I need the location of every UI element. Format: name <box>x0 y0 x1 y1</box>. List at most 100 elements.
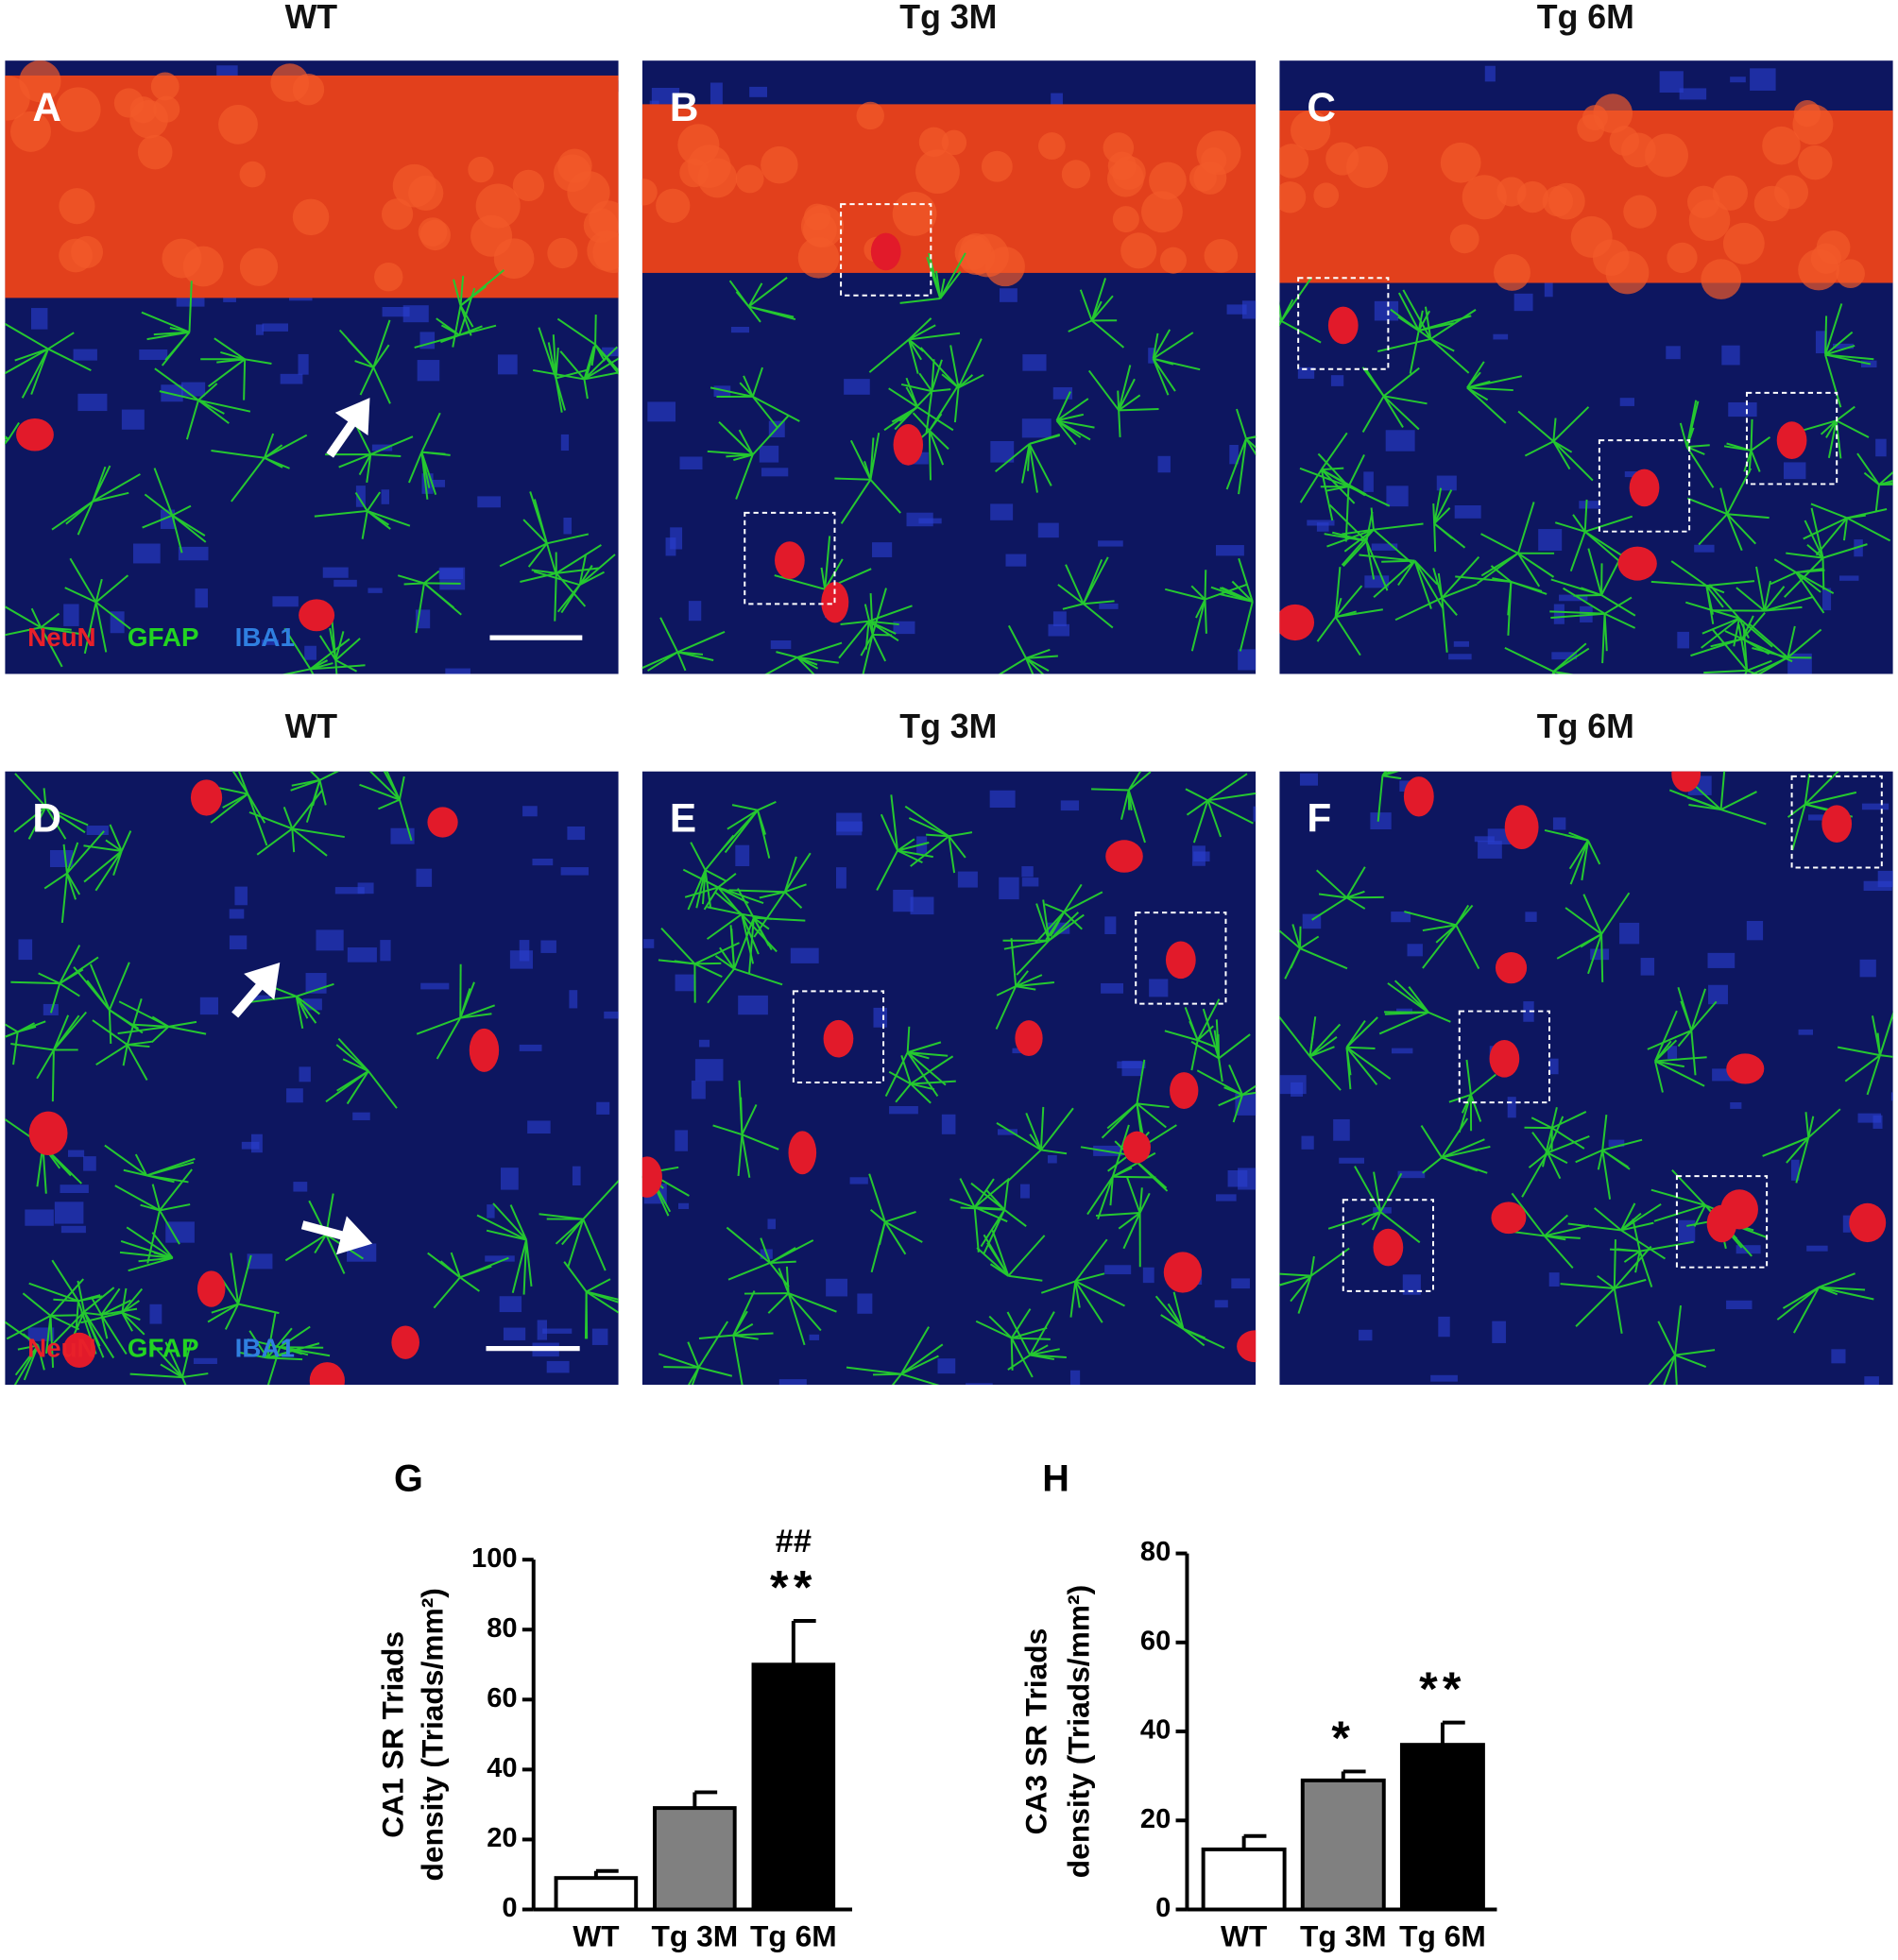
astrocyte-process <box>1552 440 1573 453</box>
astrocyte-process <box>753 916 806 922</box>
astrocyte-process <box>1795 1137 1810 1184</box>
astrocyte-process <box>1397 560 1416 587</box>
astrocyte-process <box>83 850 123 883</box>
astrocyte-process <box>767 1292 790 1314</box>
astrocyte-process <box>738 1080 744 1135</box>
astrocyte-process <box>247 995 297 1004</box>
roi-box <box>1598 439 1691 533</box>
astrocyte-process <box>747 282 763 308</box>
astrocyte-process <box>1654 1060 1705 1087</box>
microglia <box>1822 588 1832 611</box>
microglia <box>1678 1219 1696 1243</box>
microglia <box>1098 540 1123 547</box>
astrocyte-process <box>1764 596 1814 612</box>
astrocyte-process <box>310 664 366 671</box>
astrocyte-process <box>753 916 770 930</box>
microglia <box>1060 800 1080 811</box>
neuron <box>239 247 279 286</box>
astrocyte-process <box>1804 771 1839 806</box>
astrocyte-process <box>868 338 910 373</box>
astrocyte-process <box>1381 771 1393 777</box>
astrocyte-process <box>1241 1091 1257 1097</box>
astrocyte-process <box>1206 799 1223 838</box>
microglia <box>1552 817 1566 830</box>
nucleus <box>1165 941 1196 980</box>
astrocyte-process <box>707 968 735 1004</box>
nucleus <box>190 779 223 816</box>
neuron <box>1792 104 1834 145</box>
astrocyte-process <box>687 1341 700 1369</box>
astrocyte-process <box>433 1276 461 1309</box>
astrocyte-process <box>732 1322 754 1337</box>
astrocyte-process <box>1048 913 1085 942</box>
astrocyte-process <box>244 358 272 365</box>
astrocyte-process <box>928 252 942 299</box>
astrocyte-process <box>1034 911 1066 944</box>
astrocyte-process <box>105 839 123 852</box>
astrocyte-process <box>486 1229 527 1241</box>
microglia <box>522 806 538 817</box>
astrocyte-process <box>211 450 265 459</box>
astrocyte-process <box>1476 552 1519 585</box>
microglia <box>316 929 344 951</box>
astrocyte-process <box>59 945 81 984</box>
astrocyte-process <box>676 652 687 672</box>
astrocyte-process <box>159 390 199 401</box>
panel-letter: D <box>32 796 61 841</box>
roi-box <box>1745 391 1838 486</box>
astrocyte-process <box>127 1040 153 1047</box>
astrocyte-process <box>114 1185 161 1212</box>
astrocyte-process <box>1316 616 1337 642</box>
astrocyte-process <box>907 1051 949 1057</box>
microglia <box>698 1039 710 1048</box>
astrocyte-process <box>13 806 47 833</box>
microglia <box>347 947 377 963</box>
astrocyte-process <box>142 514 173 529</box>
panel-heading: Tg 3M <box>899 707 997 745</box>
astrocyte-process <box>1127 790 1146 844</box>
astrocyte-process <box>554 572 557 622</box>
chart-title: H <box>1042 1457 1069 1499</box>
astrocyte-process <box>733 453 753 462</box>
microglia <box>1037 522 1059 538</box>
astrocyte-process <box>869 432 881 480</box>
neuron <box>1722 222 1765 264</box>
astrocyte-process <box>120 830 132 852</box>
neuron <box>656 188 691 223</box>
astrocyte-process <box>104 1144 147 1177</box>
astrocyte-process <box>698 1334 734 1339</box>
microglia <box>542 1328 573 1334</box>
astrocyte-process <box>1741 612 1766 640</box>
microglia <box>30 308 48 330</box>
astrocyte-process <box>30 349 49 395</box>
astrocyte-process <box>134 1153 148 1176</box>
astrocyte-process <box>900 1326 930 1375</box>
panel-letter: B <box>670 85 699 129</box>
astrocyte-process <box>423 582 454 609</box>
nucleus <box>469 1028 500 1072</box>
astrocyte-process <box>247 793 268 846</box>
astrocyte-process <box>1345 1020 1366 1048</box>
nucleus <box>28 1111 68 1155</box>
astrocyte-process <box>726 1226 771 1264</box>
astrocyte-process <box>788 1292 837 1313</box>
astrocyte-process <box>1693 1204 1706 1227</box>
astrocyte-process <box>916 406 954 432</box>
astrocyte-process <box>164 331 191 361</box>
astrocyte-process <box>1569 840 1589 885</box>
bar <box>1201 1847 1287 1912</box>
astrocyte-process <box>264 433 275 459</box>
astrocyte-process <box>1334 616 1361 656</box>
astrocyte-process <box>77 501 94 536</box>
astrocyte-process <box>1345 1016 1378 1048</box>
astrocyte-process <box>676 630 726 654</box>
astrocyte-process <box>764 656 798 674</box>
astrocyte-process <box>403 582 425 586</box>
astrocyte-process <box>1701 617 1740 635</box>
micrograph: B <box>641 60 1257 674</box>
microglia <box>893 889 914 912</box>
astrocyte-process <box>1720 791 1757 810</box>
astrocyte-process <box>583 346 595 380</box>
astrocyte-process <box>37 1345 45 1371</box>
astrocyte-process <box>122 1044 128 1066</box>
